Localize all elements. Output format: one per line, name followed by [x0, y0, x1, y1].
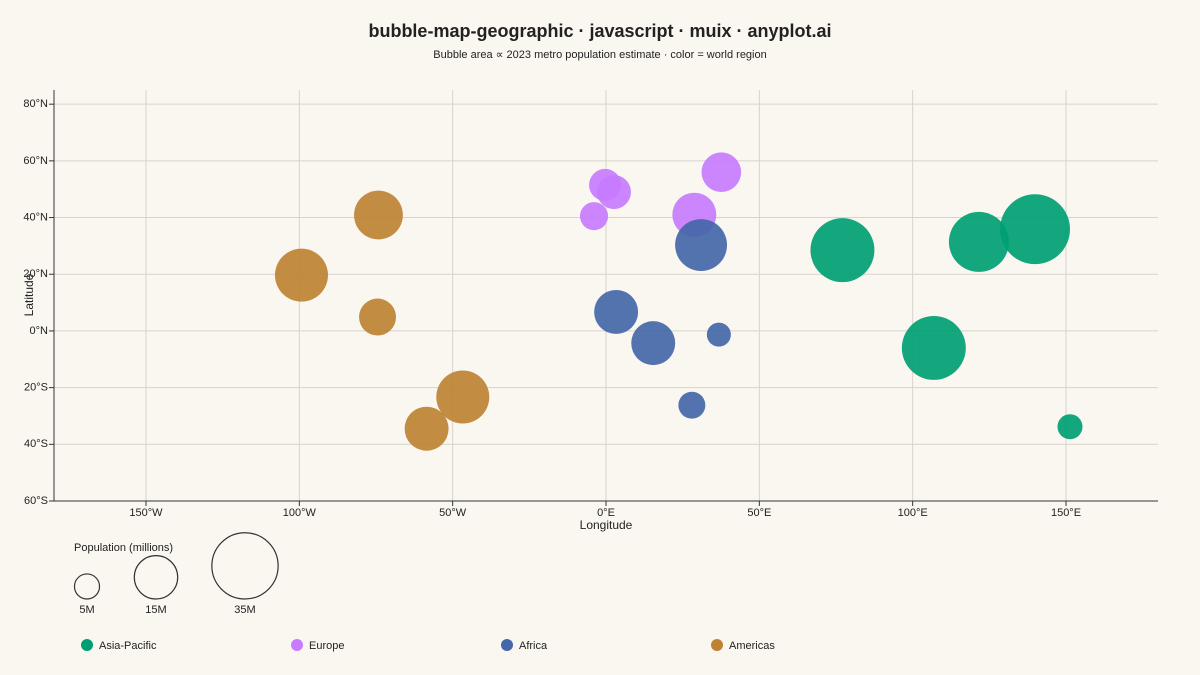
x-tick-label: 0°E [597, 507, 615, 519]
bubble [1057, 414, 1083, 440]
x-tick-label: 100°W [283, 507, 317, 519]
bubble [948, 211, 1009, 272]
y-axis-title: Latitude [22, 273, 36, 316]
bubble [354, 190, 403, 240]
bubble [579, 202, 609, 231]
x-axis-title: Longitude [580, 518, 633, 532]
size-legend-circle [211, 532, 279, 600]
bubble [810, 218, 875, 283]
x-tick-label: 150°E [1051, 507, 1081, 519]
bubble [274, 248, 328, 302]
legend-label: Asia-Pacific [99, 640, 157, 652]
x-tick-label: 150°W [129, 507, 163, 519]
size-legend-label: 35M [234, 604, 255, 616]
bubble [404, 406, 449, 451]
x-tick-label: 50°W [439, 507, 467, 519]
legend-marker [501, 639, 513, 651]
bubble [901, 315, 966, 380]
y-tick-label: 40°N [23, 211, 48, 223]
y-tick-label: 20°N [23, 268, 48, 280]
bubble [675, 219, 728, 272]
size-legend-label: 15M [145, 604, 166, 616]
legend-marker [81, 639, 93, 651]
y-tick-label: 80°N [23, 98, 48, 110]
bubble [701, 152, 742, 192]
chart-subtitle: Bubble area ∝ 2023 metro population esti… [433, 49, 766, 61]
size-legend-circle [73, 573, 101, 600]
bubble [359, 298, 397, 336]
legend-label: Europe [309, 640, 344, 652]
size-legend-title: Population (millions) [74, 542, 173, 554]
legend-label: Africa [519, 640, 548, 652]
legend-marker [711, 639, 723, 651]
x-tick-label: 100°E [898, 507, 928, 519]
chart-title: bubble-map-geographic · javascript · mui… [368, 21, 831, 41]
size-legend-circle [133, 555, 179, 600]
size-legend-label: 5M [79, 604, 94, 616]
legend-marker [291, 639, 303, 651]
y-tick-label: 60°N [23, 155, 48, 167]
bubble [1000, 194, 1070, 265]
y-tick-label: 60°S [24, 495, 48, 507]
bubble [706, 322, 731, 347]
bubble [631, 321, 676, 366]
y-tick-label: 0°N [30, 325, 49, 337]
bubble [678, 391, 706, 419]
y-tick-label: 20°S [24, 382, 48, 394]
bubble [594, 289, 639, 334]
bubble [596, 175, 631, 210]
legend-label: Americas [729, 640, 775, 652]
x-tick-label: 50°E [747, 507, 771, 519]
bubble [436, 370, 490, 424]
y-tick-label: 40°S [24, 438, 48, 450]
